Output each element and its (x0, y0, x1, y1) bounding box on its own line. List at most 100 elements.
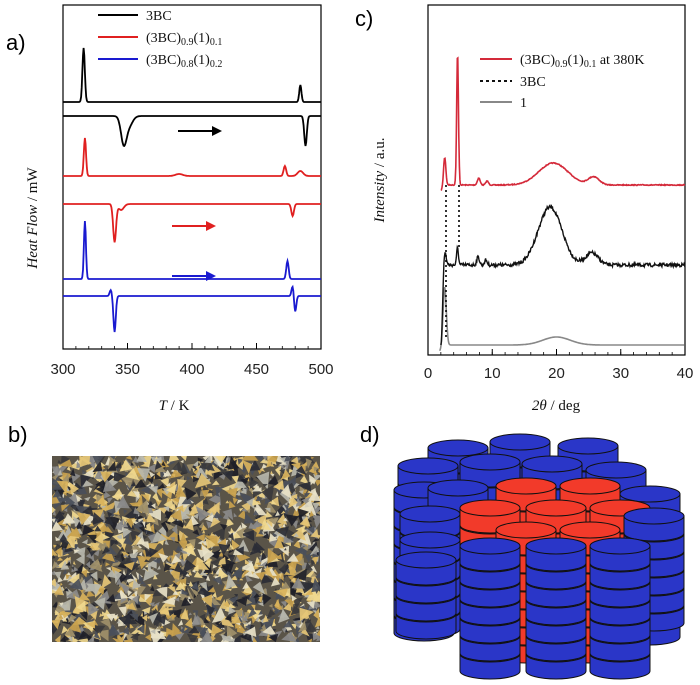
texture-grain (74, 547, 86, 558)
texture-grain (104, 531, 115, 541)
texture-grain (273, 606, 281, 615)
texture-grain (232, 497, 238, 505)
texture-grain (245, 574, 253, 582)
texture-grain (82, 480, 94, 487)
disc-top (395, 551, 457, 569)
texture-grain (141, 606, 151, 614)
texture-grain (253, 541, 266, 551)
texture-grain (163, 506, 170, 512)
texture-grain (60, 512, 65, 516)
texture-grain (103, 479, 117, 492)
texture-grain (163, 510, 173, 520)
texture-grain (132, 579, 141, 590)
disc-top (427, 515, 489, 533)
texture-grain (55, 536, 61, 541)
texture-grain (280, 510, 286, 515)
texture-grain (93, 625, 106, 637)
texture-grain (146, 500, 155, 509)
panel-label-d: d) (360, 422, 380, 447)
texture-grain (81, 539, 88, 545)
texture-grain (129, 529, 141, 541)
disc-top (399, 531, 461, 549)
disc-top (495, 557, 557, 575)
disc-top (393, 589, 455, 607)
disc-side (393, 525, 455, 552)
texture-grain (149, 602, 155, 607)
disc-side (589, 635, 651, 662)
disc-side (393, 561, 455, 588)
disc-column-r3 (525, 499, 587, 642)
disc-top (427, 529, 489, 547)
texture-grain (285, 482, 296, 492)
texture-grain (273, 588, 288, 598)
disc-side (399, 585, 461, 612)
texture-grain (275, 491, 279, 496)
disc-top (427, 565, 489, 583)
texture-grain (225, 500, 230, 504)
texture-grain (166, 460, 171, 465)
texture-grain (215, 554, 220, 558)
texture-grain (73, 549, 80, 554)
texture-grain (277, 513, 288, 525)
disc-top (623, 579, 685, 597)
disc-side (559, 593, 621, 620)
texture-grain (252, 499, 261, 506)
xrd-xtick-label-3: 30 (612, 365, 629, 382)
texture-grain (187, 505, 193, 513)
texture-grain (196, 506, 211, 522)
disc-top (495, 549, 557, 567)
texture-grain (214, 594, 224, 601)
texture-grain (149, 612, 159, 624)
disc-top (589, 535, 651, 553)
disc-top (459, 535, 521, 553)
texture-grain (107, 576, 112, 582)
disc-top (399, 549, 461, 567)
texture-grain (75, 505, 89, 516)
disc-top (525, 627, 587, 645)
texture-grain (221, 563, 232, 574)
texture-grain (131, 543, 141, 550)
texture-grain (171, 614, 177, 620)
texture-grain (193, 476, 200, 483)
texture-grain (138, 551, 143, 557)
disc-top (525, 589, 587, 607)
disc-top (521, 563, 583, 581)
texture-grain (225, 487, 238, 498)
disc-side (459, 653, 521, 680)
disc-top (521, 473, 583, 491)
texture-grain (311, 537, 320, 543)
disc-side (495, 593, 557, 620)
texture-grain (192, 460, 199, 468)
disc-side (495, 637, 557, 664)
texture-grain (56, 519, 68, 527)
texture-grain (66, 572, 71, 576)
xrd-xtick-label-2: 20 (548, 365, 565, 382)
disc-top (459, 571, 521, 589)
texture-grain (52, 570, 56, 576)
texture-grain (149, 523, 155, 534)
texture-grain (268, 633, 279, 642)
disc-side (427, 487, 489, 514)
disc-top (489, 433, 551, 451)
disc-top (589, 573, 651, 591)
texture-grain (152, 557, 162, 564)
disc-column-m2 (623, 507, 685, 632)
disc-top (589, 499, 651, 517)
texture-grain (241, 530, 255, 542)
texture-grain (128, 505, 139, 514)
dsc-08-heating-curve (63, 220, 321, 280)
disc-side (393, 507, 455, 534)
texture-grain (261, 616, 275, 634)
texture-grain (244, 512, 256, 524)
texture-grain (309, 479, 317, 485)
texture-grain (225, 574, 236, 590)
texture-grain (258, 626, 263, 630)
texture-grain (77, 512, 91, 526)
texture-grain (97, 577, 102, 582)
disc-top (489, 469, 551, 487)
texture-grain (270, 470, 274, 475)
disc-side (397, 555, 459, 582)
disc-top (393, 553, 455, 571)
texture-grain (170, 555, 182, 565)
texture-grain (246, 497, 255, 509)
